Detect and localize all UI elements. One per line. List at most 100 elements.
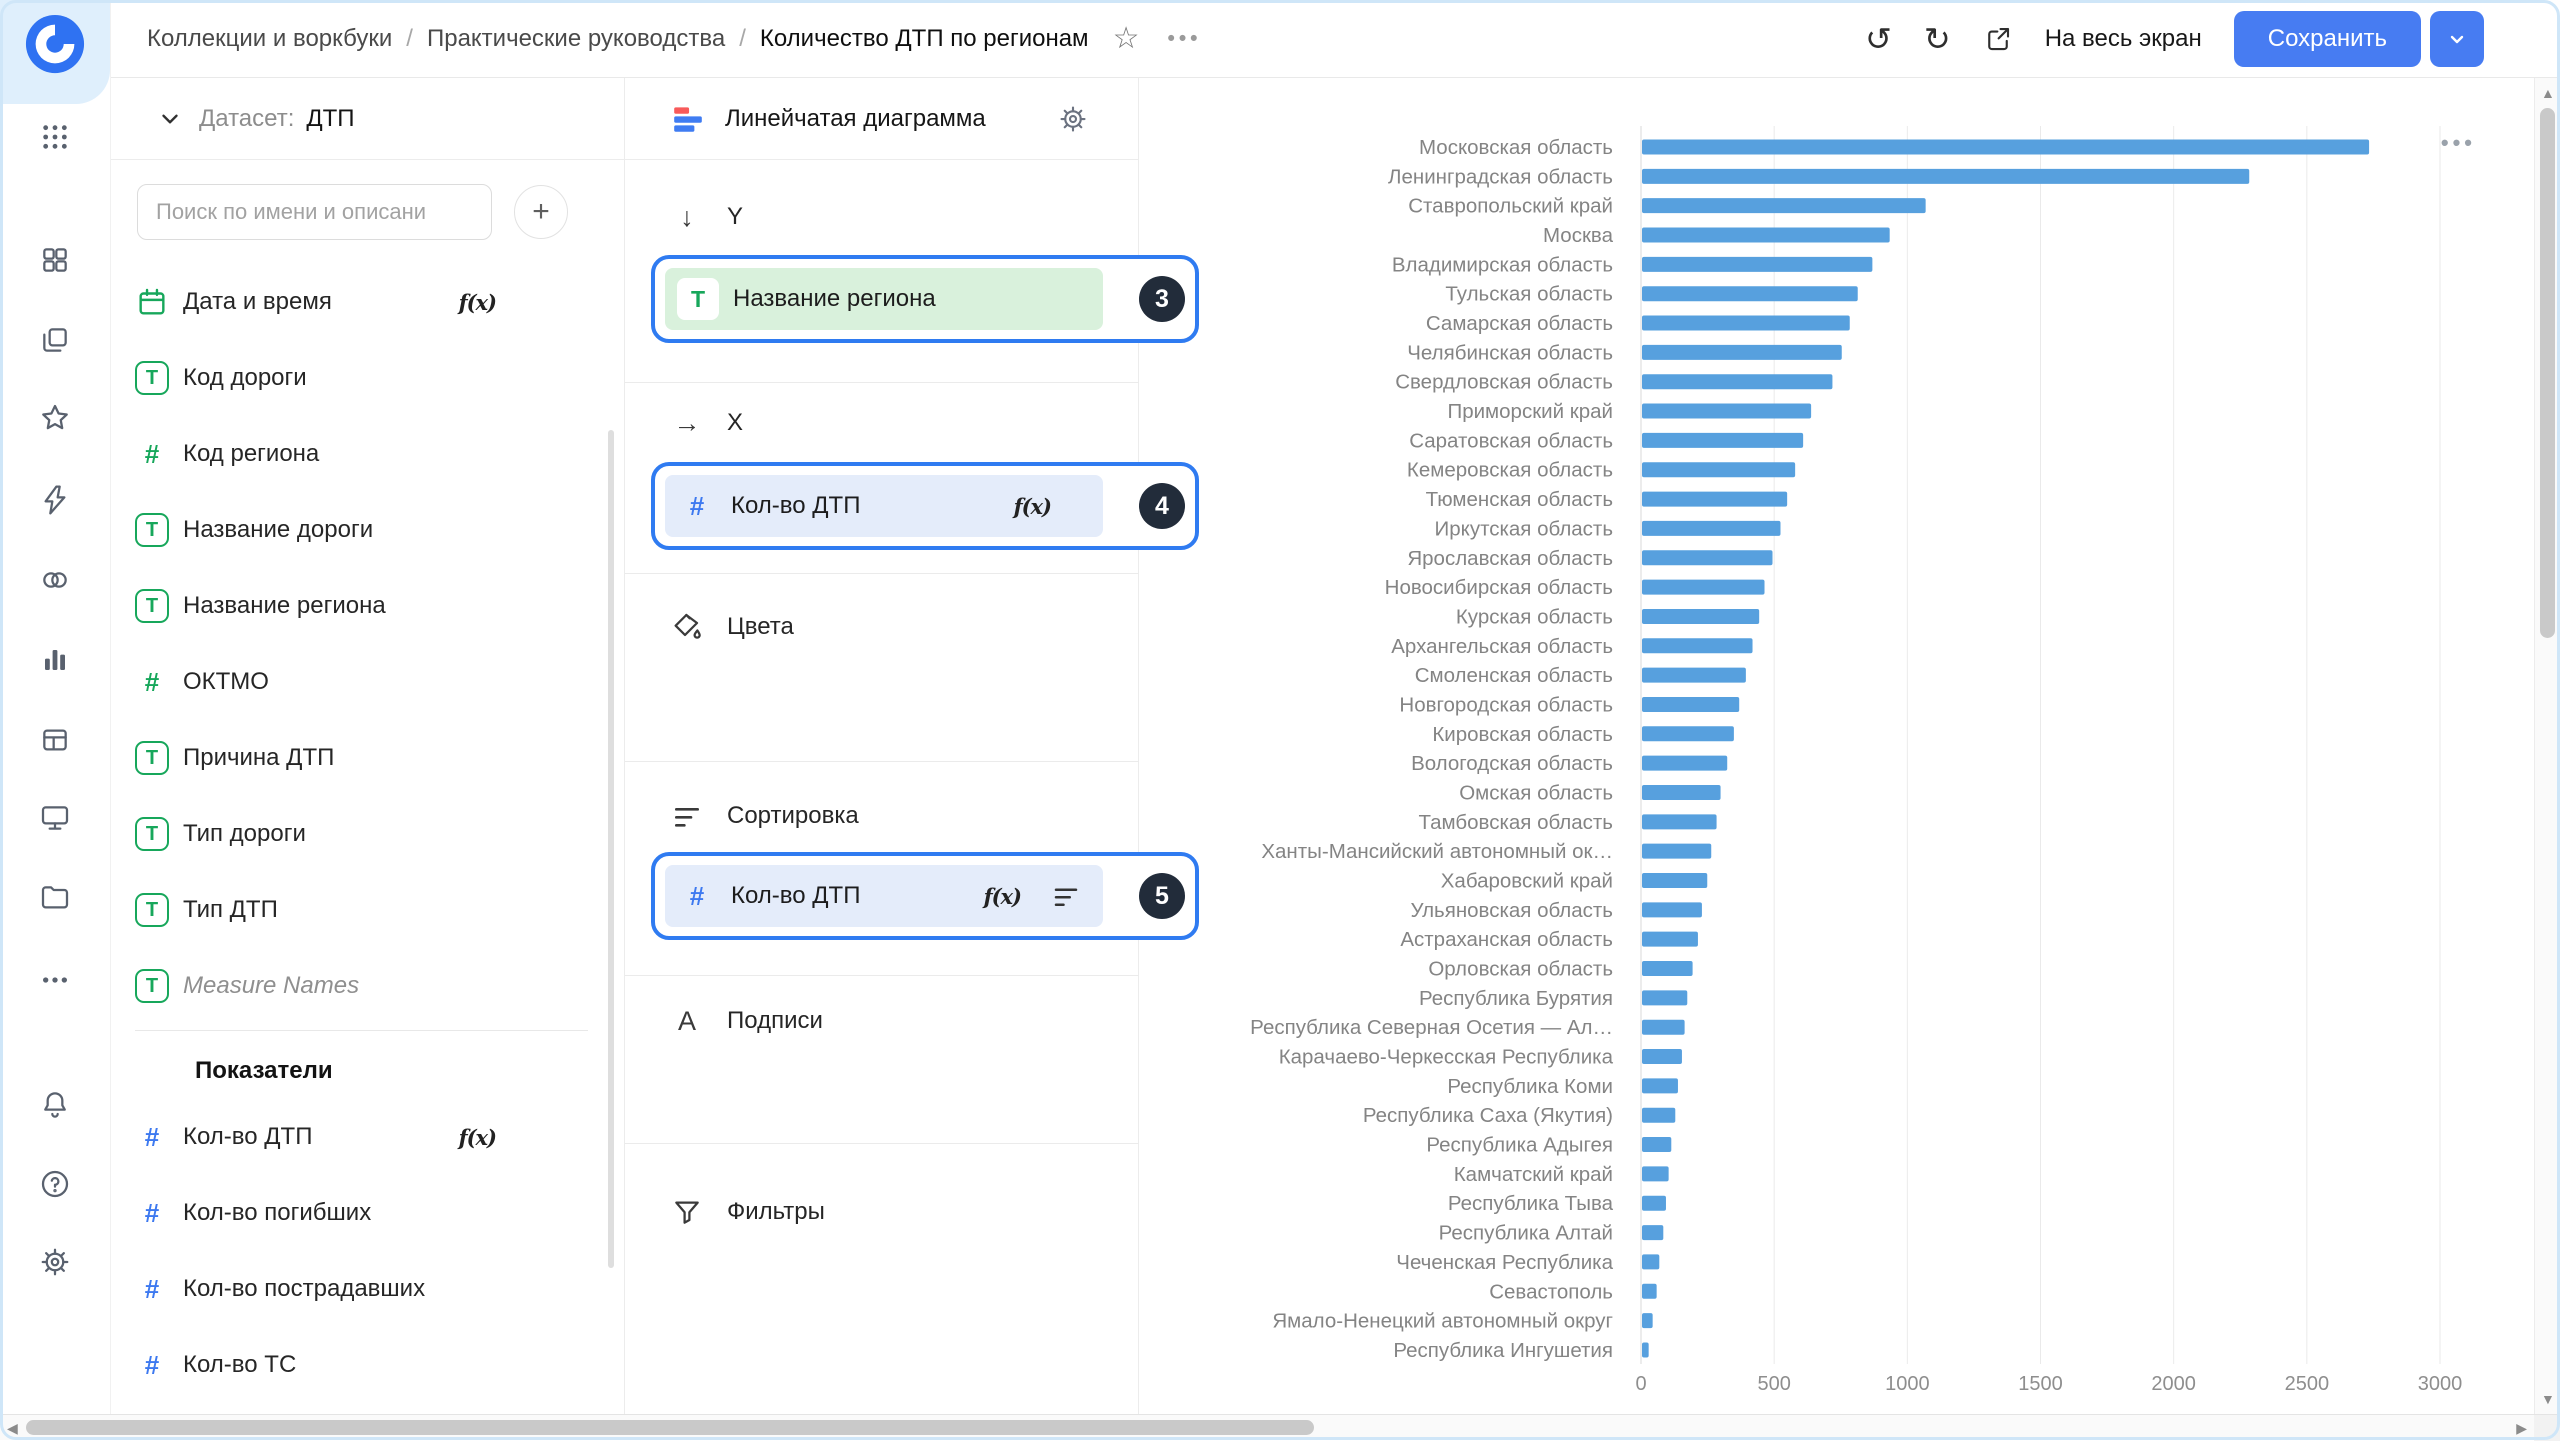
save-button[interactable]: Сохранить bbox=[2234, 11, 2421, 67]
svg-text:Республика Ингушетия: Республика Ингушетия bbox=[1393, 1339, 1613, 1362]
topbar: Коллекции и воркбуки / Практические руко… bbox=[111, 0, 2560, 78]
notifications-bell-icon[interactable] bbox=[33, 1082, 77, 1126]
svg-text:Республика Коми: Республика Коми bbox=[1447, 1075, 1613, 1098]
number-field-icon: # bbox=[677, 881, 717, 912]
y-field-chip[interactable]: T Название региона bbox=[665, 268, 1103, 330]
breadcrumb-collections[interactable]: Коллекции и воркбуки bbox=[147, 25, 392, 53]
charts-icon[interactable] bbox=[33, 638, 77, 682]
favorite-star-icon[interactable]: ☆ bbox=[1113, 24, 1140, 54]
svg-text:Ярославская область: Ярославская область bbox=[1407, 547, 1613, 570]
scroll-up-arrow[interactable]: ▲ bbox=[2541, 86, 2555, 100]
tables-icon[interactable] bbox=[33, 718, 77, 762]
section-colors-label: Цвета bbox=[727, 613, 794, 641]
section-x-label: X bbox=[727, 409, 743, 437]
formula-fx-icon: f(x) bbox=[984, 884, 1021, 909]
settings-gear-icon[interactable] bbox=[33, 1240, 77, 1284]
section-filters-header[interactable]: Фильтры bbox=[671, 1192, 825, 1232]
section-sort-label: Сортировка bbox=[727, 802, 859, 830]
svg-text:Челябинская область: Челябинская область bbox=[1407, 341, 1613, 364]
bar-chart-type-icon[interactable] bbox=[671, 102, 705, 136]
svg-text:2000: 2000 bbox=[2151, 1373, 2196, 1395]
favorites-star-icon[interactable] bbox=[33, 396, 77, 440]
text-field-icon: T bbox=[135, 361, 169, 395]
chart-type-header: Линейчатая диаграмма bbox=[625, 78, 1138, 160]
field-label: Причина ДТП bbox=[183, 744, 334, 772]
svg-text:Севастополь: Севастополь bbox=[1489, 1280, 1613, 1303]
dashboards-icon[interactable] bbox=[33, 238, 77, 282]
connections-icon[interactable] bbox=[33, 478, 77, 522]
undo-icon[interactable]: ↺ bbox=[1865, 23, 1892, 55]
svg-text:Саратовская область: Саратовская область bbox=[1409, 429, 1613, 452]
dimension-field-row[interactable]: #ОКТМО bbox=[111, 644, 624, 720]
breadcrumb-guides[interactable]: Практические руководства bbox=[427, 25, 725, 53]
section-divider bbox=[625, 975, 1139, 976]
horizontal-scrollbar[interactable]: ◀ ▶ bbox=[0, 1414, 2560, 1440]
scroll-right-arrow[interactable]: ▶ bbox=[2516, 1421, 2527, 1435]
field-label: Кол-во погибших bbox=[183, 1199, 371, 1227]
section-divider bbox=[625, 573, 1139, 574]
panel-scrollbar-thumb[interactable] bbox=[608, 430, 614, 1268]
chart-type-label[interactable]: Линейчатая диаграмма bbox=[725, 105, 986, 133]
sort-direction-icon[interactable] bbox=[1051, 881, 1081, 911]
field-label: Дата и время bbox=[183, 288, 332, 316]
dataset-panel-header[interactable]: Датасет: ДТП bbox=[111, 78, 624, 160]
add-field-button[interactable]: + bbox=[514, 185, 568, 239]
dimension-field-row[interactable]: #Код региона bbox=[111, 416, 624, 492]
tutorial-highlight-sort: # Кол-во ДТП f(x) 5 bbox=[651, 852, 1199, 940]
chart-menu-icon[interactable]: ••• bbox=[2441, 130, 2476, 156]
section-colors-header[interactable]: Цвета bbox=[671, 607, 794, 647]
presentations-icon[interactable] bbox=[33, 796, 77, 840]
scroll-left-arrow[interactable]: ◀ bbox=[7, 1421, 18, 1435]
number-field-icon: # bbox=[135, 1348, 169, 1382]
measure-field-row[interactable]: # Кол-во ТС bbox=[111, 1327, 624, 1403]
section-labels-header[interactable]: A Подписи bbox=[671, 1001, 823, 1041]
vertical-scroll-thumb[interactable] bbox=[2540, 108, 2555, 638]
svg-text:Хабаровский край: Хабаровский край bbox=[1441, 870, 1613, 893]
svg-text:Республика Бурятия: Республика Бурятия bbox=[1419, 987, 1613, 1010]
field-label: Кол-во ТС bbox=[183, 1351, 296, 1379]
measure-field-row[interactable]: #Кол-во пострадавших bbox=[111, 1251, 624, 1327]
save-dropdown-button[interactable] bbox=[2430, 11, 2484, 67]
datalens-logo-icon[interactable] bbox=[24, 13, 86, 75]
svg-text:2500: 2500 bbox=[2285, 1373, 2330, 1395]
help-icon[interactable] bbox=[33, 1162, 77, 1206]
dataset-name[interactable]: ДТП bbox=[306, 105, 354, 133]
field-label: Тип дороги bbox=[183, 820, 306, 848]
redo-icon[interactable]: ↻ bbox=[1924, 23, 1951, 55]
scrollbar-corner bbox=[2534, 1415, 2560, 1441]
horizontal-scroll-thumb[interactable] bbox=[26, 1420, 1314, 1435]
formula-fx-icon: f(x) bbox=[459, 290, 496, 315]
fullscreen-label[interactable]: На весь экран bbox=[2045, 25, 2202, 53]
more-actions-icon[interactable]: ••• bbox=[1167, 27, 1201, 51]
svg-text:Новгородская область: Новгородская область bbox=[1399, 693, 1613, 716]
field-search-input[interactable] bbox=[137, 184, 492, 240]
measure-field-row[interactable]: #Кол-во погибших bbox=[111, 1175, 624, 1251]
svg-text:Республика Адыгея: Республика Адыгея bbox=[1426, 1134, 1613, 1157]
collections-icon[interactable] bbox=[33, 318, 77, 362]
sort-field-chip[interactable]: # Кол-во ДТП f(x) bbox=[665, 865, 1103, 927]
x-field-chip[interactable]: # Кол-во ДТП f(x) bbox=[665, 475, 1103, 537]
svg-text:Республика Алтай: Республика Алтай bbox=[1439, 1222, 1613, 1245]
chart-settings-gear-icon[interactable] bbox=[1058, 104, 1088, 134]
files-folder-icon[interactable] bbox=[33, 876, 77, 920]
dimension-field-row[interactable]: Дата и время f(x) bbox=[111, 264, 624, 340]
apps-grid-icon[interactable] bbox=[33, 115, 77, 159]
fullscreen-icon[interactable] bbox=[1983, 24, 2013, 54]
scroll-down-arrow[interactable]: ▼ bbox=[2541, 1392, 2555, 1406]
more-icon[interactable] bbox=[33, 958, 77, 1002]
vertical-scrollbar[interactable]: ▲ ▼ bbox=[2534, 78, 2560, 1414]
datasets-icon[interactable] bbox=[33, 558, 77, 602]
step-badge-5: 5 bbox=[1139, 873, 1185, 919]
formula-fx-icon: f(x) bbox=[459, 1125, 496, 1150]
